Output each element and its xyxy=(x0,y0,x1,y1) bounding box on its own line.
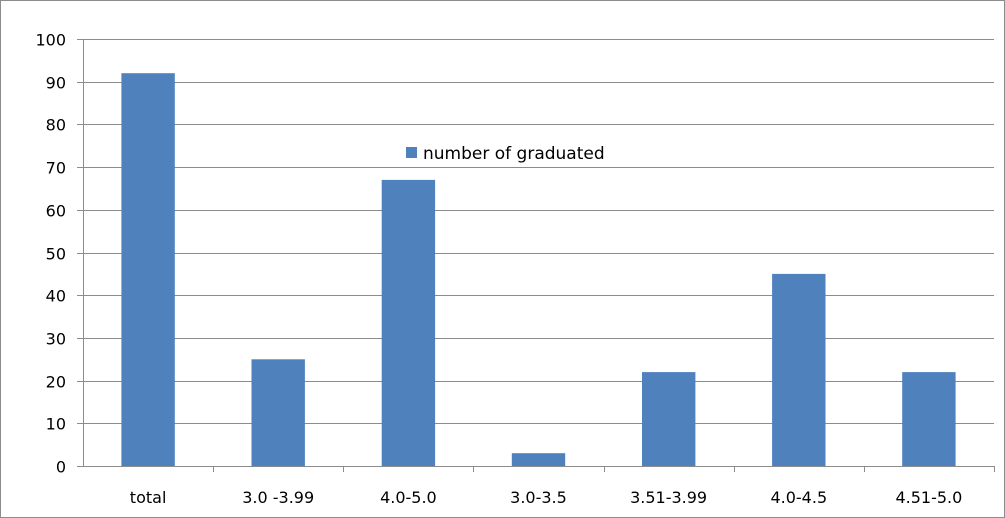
bars xyxy=(121,73,956,467)
x-tick-label: 3.0-3.5 xyxy=(510,488,567,507)
bar-3 xyxy=(511,453,566,466)
y-tick-label: 10 xyxy=(46,415,66,434)
y-tick-label: 40 xyxy=(46,287,66,306)
bar-6 xyxy=(902,372,956,466)
y-tick-label: 80 xyxy=(46,116,66,135)
bar-0 xyxy=(121,73,175,466)
bar-2 xyxy=(381,179,436,466)
bar-5 xyxy=(772,273,826,466)
bar-4 xyxy=(642,372,696,466)
x-tick-label: 4.0-4.5 xyxy=(770,488,827,507)
y-tick-label: 30 xyxy=(46,330,66,349)
x-tick-label: total xyxy=(130,488,167,507)
gridlines xyxy=(83,39,994,424)
x-tick-label: 3.51-3.99 xyxy=(630,488,707,507)
legend: number of graduated xyxy=(406,144,605,164)
y-tick-label: 0 xyxy=(56,458,66,477)
y-tick-label: 70 xyxy=(46,159,66,178)
y-tick-label: 100 xyxy=(35,31,66,50)
y-tick-label: 20 xyxy=(46,373,66,392)
x-tick-label: 4.0-5.0 xyxy=(380,488,437,507)
y-tick-label: 60 xyxy=(46,202,66,221)
x-tick-label: 4.51-5.0 xyxy=(895,488,962,507)
y-tick-label: 90 xyxy=(46,74,66,93)
x-tick-label: 3.0 -3.99 xyxy=(242,488,314,507)
legend-label: number of graduated xyxy=(423,144,605,164)
x-tick-labels: total 3.0 -3.99 4.0-5.0 3.0-3.5 3.51-3.99 4.0… xyxy=(130,488,963,507)
axes xyxy=(77,39,995,472)
y-tick-labels: 0 10 20 30 40 50 60 70 80 90 100 xyxy=(35,31,66,477)
legend-swatch xyxy=(406,147,417,158)
y-tick-label: 50 xyxy=(46,245,66,264)
bar-1 xyxy=(251,359,305,467)
